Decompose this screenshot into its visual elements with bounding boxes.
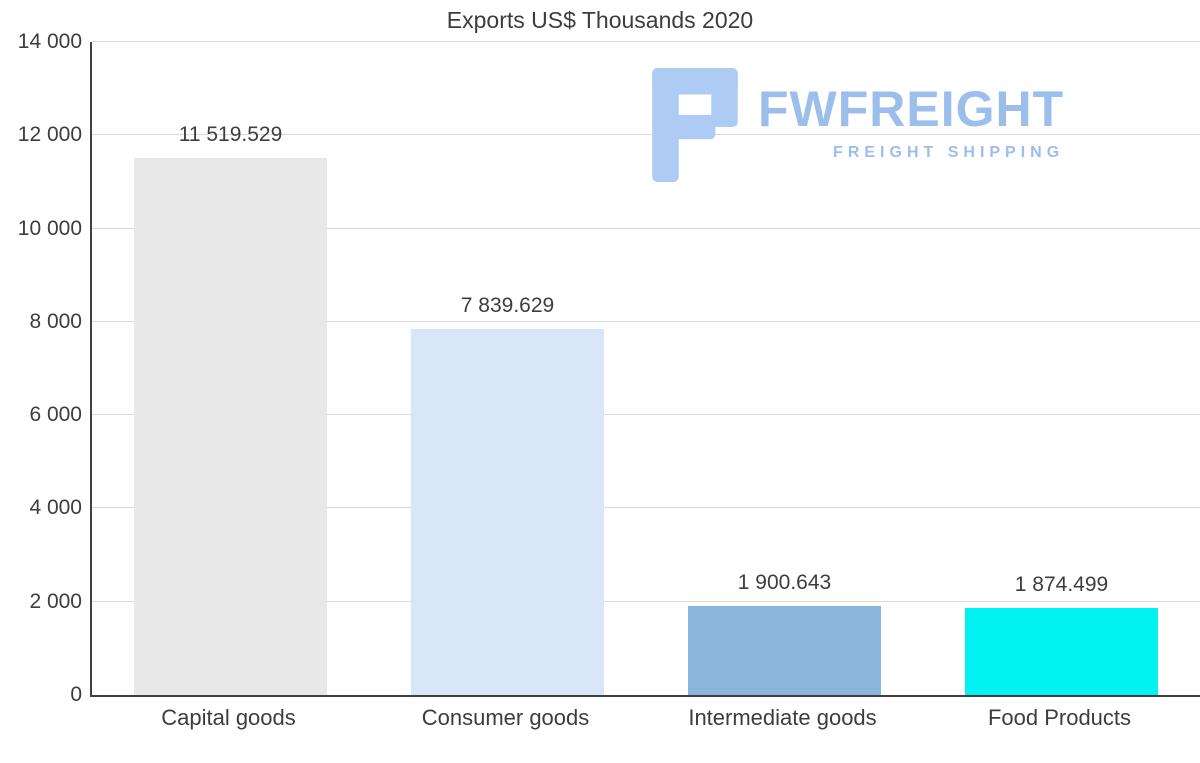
bar-value-label-food-products: 1 874.499 (1014, 572, 1109, 596)
bar-value-label-capital-goods: 11 519.529 (178, 122, 283, 146)
y-tick-label: 10 000 (17, 216, 82, 240)
y-tick-label: 8 000 (29, 309, 82, 333)
bar-slot-consumer-goods: 7 839.629 (369, 42, 646, 695)
bar-food-products (964, 607, 1159, 695)
chart-title: Exports US$ Thousands 2020 (446, 7, 754, 33)
gridline (92, 41, 1200, 42)
y-tick-label: 12 000 (17, 123, 82, 147)
x-axis-labels: Capital goods Consumer goods Intermediate … (90, 705, 1198, 731)
gridline (92, 507, 1200, 509)
bar-intermediate-goods (687, 606, 882, 695)
y-axis-labels: 0 2 000 4 000 6 000 8 000 10 000 12 000 14 000 (0, 30, 82, 706)
y-tick-label: 14 000 (17, 30, 82, 53)
bar-value-label-consumer-goods: 7 839.629 (460, 294, 555, 318)
category-label-intermediate-goods: Intermediate goods (688, 705, 877, 730)
category-label-consumer-goods: Consumer goods (421, 705, 590, 730)
category-label-capital-goods: Capital goods (161, 705, 296, 730)
bar-capital-goods (133, 157, 328, 695)
bar-slot-capital-goods: 11 519.529 (92, 42, 369, 695)
y-tick-label: 0 (70, 683, 82, 706)
plot-area: FWFREIGHT FREIGHT SHIPPING 11 519.529 7 8… (90, 41, 1200, 697)
bar-slot-intermediate-goods: 1 900.643 (646, 42, 923, 695)
gridline (92, 414, 1200, 416)
bar-slot-food-products: 1 874.499 (923, 42, 1200, 695)
bar-value-label-intermediate-goods: 1 900.643 (737, 571, 832, 595)
category-label-food-products: Food Products (987, 705, 1132, 730)
y-tick-label: 2 000 (29, 589, 82, 613)
bars-container: 11 519.529 7 839.629 1 900.643 1 874.499 (92, 42, 1200, 695)
gridlines (92, 41, 1200, 695)
gridline (92, 227, 1200, 229)
gridline (92, 600, 1200, 602)
gridline (92, 134, 1200, 136)
gridline (92, 320, 1200, 322)
bar-consumer-goods (410, 329, 605, 695)
y-tick-label: 6 000 (29, 403, 82, 427)
y-tick-label: 4 000 (29, 496, 82, 520)
